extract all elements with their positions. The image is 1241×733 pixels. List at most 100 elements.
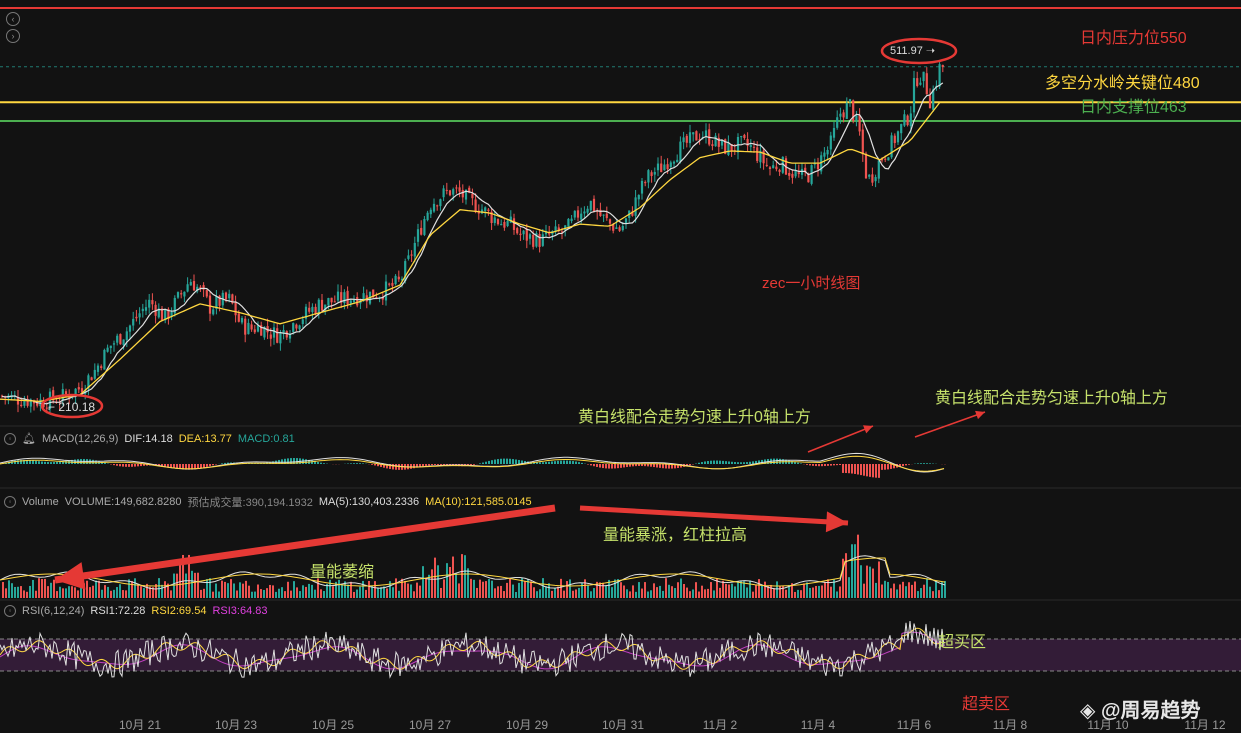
- volume-bar: [275, 592, 277, 598]
- settings-icon[interactable]: ◦: [4, 496, 16, 508]
- macd-bar: [320, 463, 322, 464]
- volume-bar: [530, 581, 532, 598]
- date-tick-label: 10月 23: [215, 716, 257, 733]
- volume-bar: [887, 582, 889, 598]
- volume-bar: [689, 591, 691, 598]
- candle-body: [315, 307, 317, 314]
- macd-bar: [500, 459, 502, 464]
- candle-body: [788, 173, 790, 176]
- low-price-value: 210.18: [58, 400, 95, 414]
- volume-bar: [572, 591, 574, 598]
- candle-body: [567, 219, 569, 227]
- macd-bar: [731, 462, 733, 464]
- settings-icon[interactable]: ◦: [4, 433, 16, 445]
- candle-body: [939, 64, 941, 87]
- macd-bar: [596, 464, 598, 467]
- candle-body: [407, 255, 409, 259]
- volume-bar: [647, 592, 649, 598]
- volume-bar: [35, 591, 37, 598]
- macd-dea-line: [0, 456, 944, 471]
- macd-bar: [587, 464, 589, 465]
- macd-bar: [503, 459, 505, 464]
- volume-bar: [368, 581, 370, 598]
- volume-bar: [119, 584, 121, 598]
- candle-body: [334, 301, 336, 302]
- volume-bar: [71, 586, 73, 598]
- candle-body: [129, 326, 131, 332]
- settings-icon[interactable]: ◦: [4, 605, 16, 617]
- collapse-icon[interactable]: ‹: [6, 12, 20, 26]
- volume-bar: [542, 578, 544, 598]
- volume-bar: [881, 585, 883, 598]
- volume-shrink-note: 量能萎缩: [310, 558, 374, 582]
- volume-bar: [443, 579, 445, 598]
- macd-bar: [860, 464, 862, 475]
- macd-bar: [437, 464, 439, 465]
- macd-bar: [515, 459, 517, 464]
- volume-bar: [350, 582, 352, 598]
- volume-bar: [830, 587, 832, 598]
- volume-bar: [272, 585, 274, 598]
- macd-bar: [608, 464, 610, 469]
- candle-body: [775, 167, 777, 170]
- volume-bar: [392, 587, 394, 598]
- volume-bar: [908, 582, 910, 598]
- volume-bar: [386, 588, 388, 598]
- candle-body: [20, 405, 22, 406]
- candle-body: [849, 99, 851, 102]
- candle-body: [942, 65, 944, 67]
- macd-arrow-2: [915, 412, 985, 437]
- candle-body: [148, 300, 150, 308]
- candle-body: [519, 234, 521, 235]
- volume-bar: [656, 587, 658, 598]
- macd-bar: [395, 464, 397, 470]
- volume-bar: [377, 588, 379, 598]
- volume-bar: [899, 584, 901, 598]
- volume-bar: [356, 590, 358, 598]
- candle-body: [94, 370, 96, 379]
- volume-bar: [923, 585, 925, 598]
- macd-bar: [839, 464, 841, 465]
- macd-bar: [542, 462, 544, 464]
- volume-bar: [665, 578, 667, 598]
- volume-bar: [584, 579, 586, 598]
- bell-icon[interactable]: 🔔︎: [22, 432, 36, 445]
- macd-bar: [485, 462, 487, 464]
- macd-bar: [689, 464, 691, 465]
- expand-icon[interactable]: ›: [6, 29, 20, 43]
- ma-white-line: [2, 83, 943, 404]
- macd-bar: [215, 464, 217, 465]
- volume-bar: [227, 583, 229, 598]
- volume-bar: [896, 589, 898, 598]
- macd-bar: [92, 460, 94, 464]
- volume-bar: [734, 586, 736, 598]
- volume-bar: [29, 586, 31, 598]
- volume-bar: [848, 577, 850, 598]
- volume-bar: [320, 589, 322, 598]
- volume-bar: [683, 584, 685, 598]
- candle-body: [471, 194, 473, 198]
- macd-bar: [434, 464, 436, 465]
- macd-bar: [104, 463, 106, 464]
- volume-bar: [434, 558, 436, 598]
- candle-body: [443, 188, 445, 197]
- macd-bar: [734, 462, 736, 464]
- volume-bar: [137, 585, 139, 598]
- volume-bar: [707, 589, 709, 598]
- candle-body: [507, 221, 509, 226]
- volume-bar: [203, 589, 205, 598]
- candle-body: [743, 135, 745, 138]
- volume-bar: [422, 566, 424, 598]
- low-price-label: ⌐ 210.18: [48, 400, 95, 414]
- macd-bar: [317, 462, 319, 464]
- macd-bar: [824, 464, 826, 466]
- candle-body: [475, 199, 477, 212]
- volume-bar: [98, 581, 100, 598]
- candle-body: [798, 172, 800, 174]
- candle-body: [110, 346, 112, 348]
- candle-body: [414, 243, 416, 257]
- volume-bar: [260, 589, 262, 598]
- volume-header: ◦ Volume VOLUME:149,682.8280 预估成交量:390,1…: [4, 494, 532, 510]
- candle-body: [641, 181, 643, 194]
